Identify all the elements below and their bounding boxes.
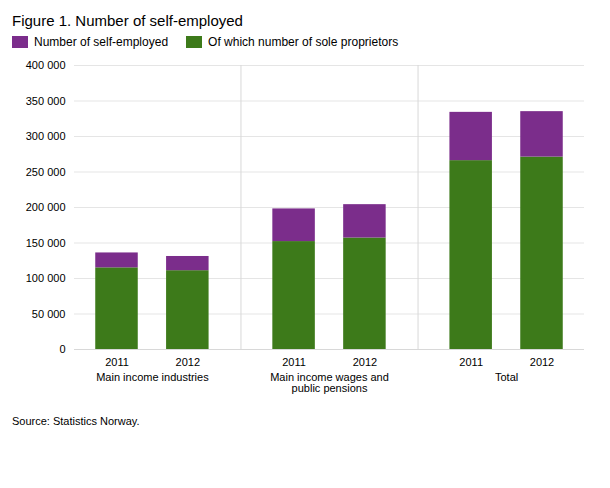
svg-text:350 000: 350 000 <box>26 95 66 107</box>
svg-text:50 000: 50 000 <box>32 308 66 320</box>
svg-text:2011: 2011 <box>282 356 306 368</box>
svg-text:Main income wages andpublic pe: Main income wages andpublic pensions <box>270 371 389 394</box>
svg-text:Main income industries: Main income industries <box>96 371 209 383</box>
svg-text:Total: Total <box>495 371 518 383</box>
svg-text:150 000: 150 000 <box>26 237 66 249</box>
svg-text:2011: 2011 <box>105 356 129 368</box>
svg-text:2011: 2011 <box>459 356 483 368</box>
svg-text:300 000: 300 000 <box>26 130 66 142</box>
svg-text:200 000: 200 000 <box>26 201 66 213</box>
svg-text:250 000: 250 000 <box>26 166 66 178</box>
html-text:Number of self-employed: Number of self-employed <box>34 35 169 49</box>
svg-text:0: 0 <box>59 343 65 355</box>
svg-text:100 000: 100 000 <box>26 272 66 284</box>
svg-text:400 000: 400 000 <box>26 59 66 71</box>
svg-text:2012: 2012 <box>530 356 554 368</box>
svg-text:2012: 2012 <box>176 356 200 368</box>
html-text:Figure 1. Number of self-emplo: Figure 1. Number of self-employed <box>12 12 243 29</box>
svg-text:2012: 2012 <box>353 356 377 368</box>
html-text:Source: Statistics Norway.: Source: Statistics Norway. <box>12 415 140 427</box>
html-text:Of which number of sole propri: Of which number of sole proprietors <box>208 35 399 49</box>
